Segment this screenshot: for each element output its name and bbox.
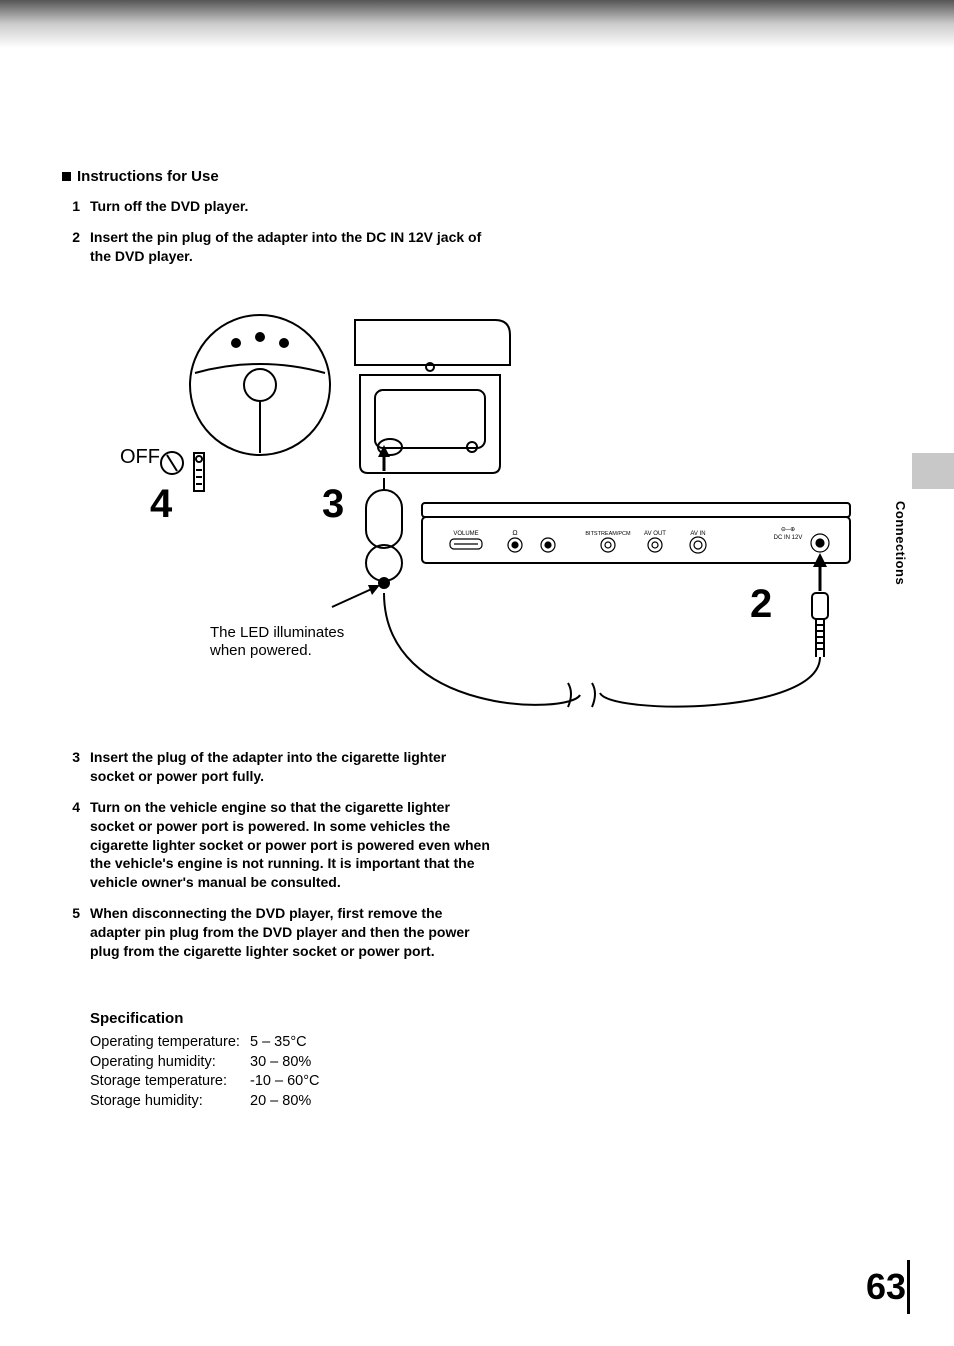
step-item: 2 Insert the pin plug of the adapter int… bbox=[62, 228, 492, 266]
top-gradient bbox=[0, 0, 954, 48]
step-number: 3 bbox=[62, 748, 80, 786]
svg-text:⊖─⊕: ⊖─⊕ bbox=[781, 527, 795, 533]
side-tab-bar bbox=[912, 453, 954, 489]
step-number: 5 bbox=[62, 904, 80, 961]
step-text: Insert the plug of the adapter into the … bbox=[90, 748, 492, 786]
svg-text:Ω: Ω bbox=[512, 530, 517, 537]
spec-value: 20 – 80% bbox=[250, 1092, 311, 1112]
callout-2: 2 bbox=[750, 582, 772, 626]
spec-label: Operating humidity: bbox=[90, 1053, 250, 1073]
spec-title: Specification bbox=[90, 1010, 490, 1027]
table-row: Storage humidity: 20 – 80% bbox=[90, 1092, 490, 1112]
table-row: Operating temperature: 5 – 35°C bbox=[90, 1033, 490, 1053]
svg-text:AV OUT: AV OUT bbox=[644, 531, 666, 537]
page-edge-rule bbox=[907, 1260, 910, 1314]
spec-value: 5 – 35°C bbox=[250, 1033, 307, 1053]
connection-diagram: OFF 4 3 bbox=[100, 295, 860, 735]
callout-4: 4 bbox=[150, 482, 173, 526]
step-text: Insert the pin plug of the adapter into … bbox=[90, 228, 492, 266]
spec-label: Storage temperature: bbox=[90, 1072, 250, 1092]
step-text: When disconnecting the DVD player, first… bbox=[90, 904, 492, 961]
section-heading: Instructions for Use bbox=[62, 168, 492, 185]
svg-text:DC IN 12V: DC IN 12V bbox=[774, 535, 803, 541]
table-row: Operating humidity: 30 – 80% bbox=[90, 1053, 490, 1073]
svg-text:BITSTREAM/PCM: BITSTREAM/PCM bbox=[585, 531, 631, 537]
side-section-label: Connections bbox=[893, 501, 908, 585]
spec-table: Operating temperature: 5 – 35°C Operatin… bbox=[90, 1033, 490, 1111]
content-top: Instructions for Use 1 Turn off the DVD … bbox=[62, 168, 492, 278]
svg-text:AV IN: AV IN bbox=[690, 531, 705, 537]
spec-label: Operating temperature: bbox=[90, 1033, 250, 1053]
led-text-1: The LED illuminates bbox=[210, 624, 344, 641]
step-item: 4 Turn on the vehicle engine so that the… bbox=[62, 798, 492, 892]
specification-block: Specification Operating temperature: 5 –… bbox=[90, 1010, 490, 1111]
step-number: 4 bbox=[62, 798, 80, 892]
page-number: 63 bbox=[866, 1266, 906, 1308]
square-bullet-icon bbox=[62, 172, 71, 181]
step-text: Turn on the vehicle engine so that the c… bbox=[90, 798, 492, 892]
section-title: Instructions for Use bbox=[77, 168, 219, 185]
step-item: 1 Turn off the DVD player. bbox=[62, 197, 492, 216]
spec-value: 30 – 80% bbox=[250, 1053, 311, 1073]
table-row: Storage temperature: -10 – 60°C bbox=[90, 1072, 490, 1092]
step-item: 5 When disconnecting the DVD player, fir… bbox=[62, 904, 492, 961]
spec-value: -10 – 60°C bbox=[250, 1072, 319, 1092]
step-number: 2 bbox=[62, 228, 80, 266]
step-item: 3 Insert the plug of the adapter into th… bbox=[62, 748, 492, 786]
svg-text:VOLUME: VOLUME bbox=[453, 531, 478, 537]
callout-3: 3 bbox=[322, 482, 344, 526]
off-label: OFF bbox=[120, 446, 160, 468]
step-text: Turn off the DVD player. bbox=[90, 197, 492, 216]
page: Instructions for Use 1 Turn off the DVD … bbox=[0, 0, 954, 1346]
step-number: 1 bbox=[62, 197, 80, 216]
spec-label: Storage humidity: bbox=[90, 1092, 250, 1112]
steps-top: 1 Turn off the DVD player. 2 Insert the … bbox=[62, 197, 492, 266]
led-text-2: when powered. bbox=[209, 642, 312, 659]
side-tab: Connections bbox=[888, 453, 912, 621]
steps-bottom: 3 Insert the plug of the adapter into th… bbox=[62, 748, 492, 973]
